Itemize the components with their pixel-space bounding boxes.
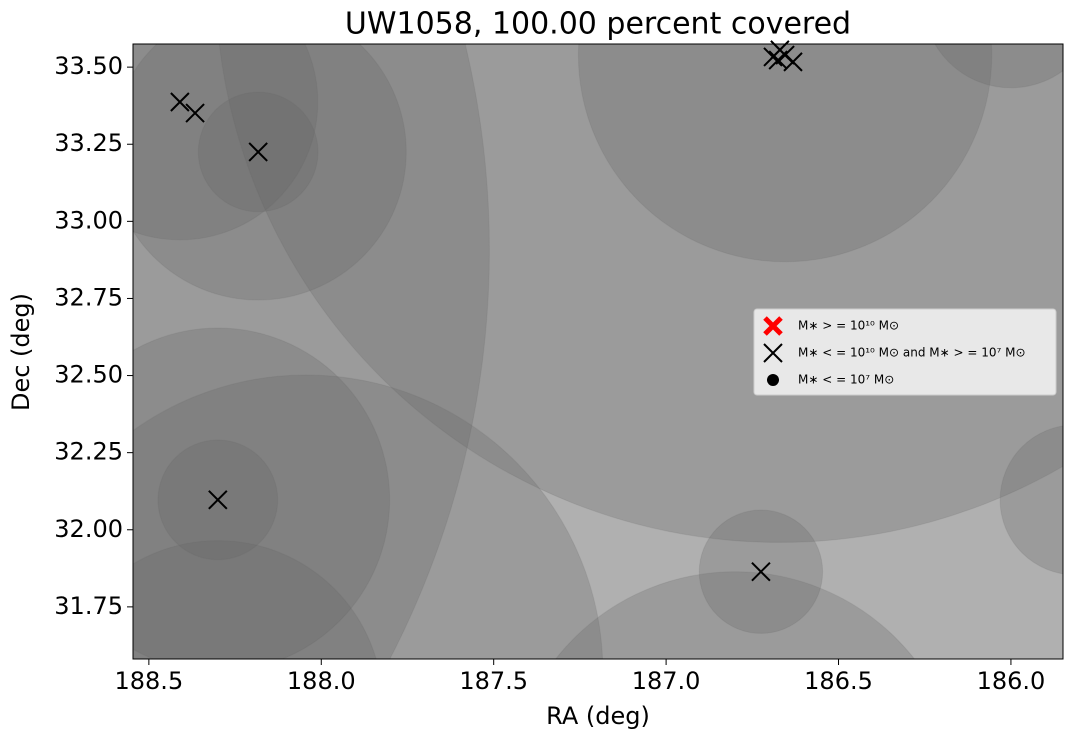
x-tick-label: 187.0 — [632, 667, 701, 695]
x-tick-label: 186.0 — [977, 667, 1046, 695]
x-axis-label: RA (deg) — [546, 702, 650, 730]
point — [248, 142, 268, 162]
legend-marker — [763, 343, 783, 363]
y-tick-label: 33.50 — [54, 52, 123, 80]
ticks: 188.5 188.0 187.5 187.0 186.5 186.0 31.75 32.00… — [54, 52, 1045, 695]
point — [185, 103, 205, 123]
coverage-circle — [218, 44, 1063, 543]
point — [170, 92, 190, 112]
x-tick-label: 186.5 — [804, 667, 873, 695]
y-tick-label: 32.50 — [54, 361, 123, 389]
y-tick-label: 33.25 — [54, 129, 123, 157]
coverage-circle — [133, 374, 603, 659]
x-tick-label: 187.5 — [459, 667, 528, 695]
legend-label: M∗ < = 10¹⁰ M⊙ and M∗ > = 10⁷ M⊙ — [798, 346, 1026, 360]
legend: M∗ > = 10¹⁰ M⊙ M∗ < = 10¹⁰ M⊙ and M∗ > = … — [753, 308, 1057, 396]
coverage-circle — [133, 540, 377, 659]
y-tick-label: 31.75 — [54, 592, 123, 620]
x-tick-label: 188.5 — [115, 667, 184, 695]
legend-label: M∗ < = 10⁷ M⊙ — [798, 373, 894, 387]
y-axis-label: Dec (deg) — [7, 293, 35, 411]
coverage-circle — [934, 44, 1063, 89]
legend-box — [753, 308, 1057, 396]
point — [751, 562, 771, 582]
point — [208, 490, 228, 510]
coverage-circle — [555, 571, 916, 659]
coverage-circle — [999, 425, 1063, 575]
coverage-circle — [133, 327, 391, 659]
plot-frame — [132, 43, 1064, 660]
points — [170, 40, 803, 582]
x-tick-label: 188.0 — [287, 667, 356, 695]
y-tick-label: 32.25 — [54, 438, 123, 466]
coverage-circle — [133, 44, 319, 241]
point — [783, 52, 803, 72]
legend-marker — [767, 374, 779, 386]
chart-title: UW1058, 100.00 percent covered — [345, 7, 851, 42]
coverage-circle — [577, 44, 993, 263]
y-tick-label: 33.00 — [54, 206, 123, 234]
legend-marker — [763, 316, 783, 336]
legend-label: M∗ > = 10¹⁰ M⊙ — [798, 319, 899, 333]
y-tick-label: 32.00 — [54, 515, 123, 543]
y-tick-label: 32.75 — [54, 283, 123, 311]
